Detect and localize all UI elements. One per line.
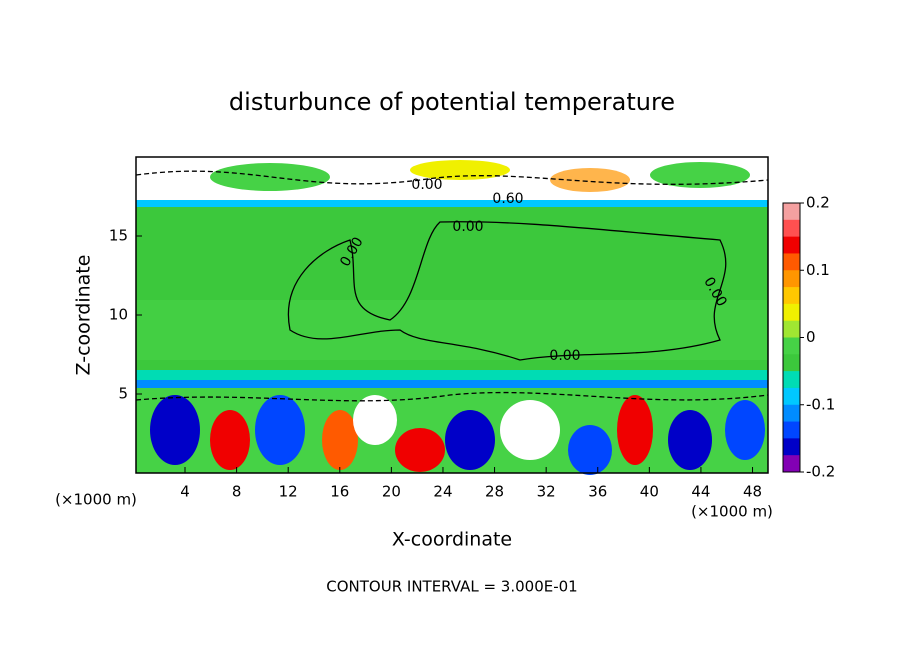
- field-band: [136, 380, 768, 388]
- x-tick-label: 44: [691, 483, 710, 501]
- contour-label: 0.00: [452, 219, 483, 235]
- colorbar-swatch: [783, 320, 800, 338]
- contour-line: [135, 391, 769, 402]
- contour-line: [287, 221, 727, 361]
- contour-label: 0.60: [492, 191, 523, 207]
- colorbar-swatch: [783, 455, 800, 473]
- field-blob: [150, 395, 200, 465]
- field-blob: [210, 163, 330, 191]
- field-blob: [550, 168, 630, 192]
- colorbar-tick-label: 0: [806, 328, 816, 346]
- colorbar-tick-label: 0.1: [806, 261, 830, 279]
- colorbar-swatch: [783, 219, 800, 238]
- contour-label: 0.00: [549, 348, 580, 364]
- colorbar-swatch: [783, 270, 800, 288]
- x-tick-label: 4: [180, 483, 190, 501]
- field-blob: [650, 162, 750, 188]
- colorbar-swatch: [783, 404, 800, 423]
- chart-title: disturbunce of potential temperature: [229, 88, 675, 116]
- field-blob: [725, 400, 765, 460]
- x-tick-label: 28: [485, 483, 504, 501]
- x-tick-label: 16: [330, 483, 349, 501]
- field-blob: [500, 400, 560, 460]
- x-tick-label: 40: [640, 483, 659, 501]
- footer: CONTOUR INTERVAL = 3.000E-01: [326, 578, 577, 596]
- field-blob: [617, 395, 653, 465]
- y-unit: (×1000 m): [691, 503, 773, 521]
- colorbar-swatch: [783, 421, 800, 439]
- y-axis-label: Z-coordinate: [73, 255, 95, 376]
- field-blob: [353, 395, 397, 445]
- colorbar-tick-label: -0.2: [806, 463, 835, 481]
- colorbar-swatch: [783, 387, 800, 406]
- field-blob: [210, 410, 250, 470]
- colorbar-swatch: [783, 203, 800, 221]
- x-tick-label: 8: [232, 483, 242, 501]
- colorbar-swatch: [783, 236, 800, 254]
- y-tick-label: 15: [109, 227, 128, 245]
- colorbar-swatch: [783, 371, 800, 389]
- x-tick-label: 24: [433, 483, 452, 501]
- x-tick-label: 32: [537, 483, 556, 501]
- colorbar-swatch: [783, 438, 800, 456]
- field-blob: [395, 428, 445, 472]
- field-blob: [410, 160, 510, 180]
- field: [135, 156, 769, 475]
- colorbar-swatch: [783, 253, 800, 271]
- y-tick-label: 5: [118, 385, 128, 403]
- x-tick-label: 20: [382, 483, 401, 501]
- field-blob: [255, 395, 305, 465]
- colorbar-tick-label: -0.1: [806, 395, 835, 413]
- field-blob: [668, 410, 712, 470]
- colorbar-swatch: [783, 354, 800, 372]
- x-tick-label: 36: [588, 483, 607, 501]
- colorbar-swatch: [783, 303, 800, 322]
- field-blob: [322, 410, 358, 470]
- x-tick-label: 48: [743, 483, 762, 501]
- field-band: [136, 200, 768, 207]
- x-unit: (×1000 m): [55, 491, 137, 509]
- x-tick-label: 12: [279, 483, 298, 501]
- colorbar-swatch: [783, 287, 800, 305]
- field-blob: [445, 410, 495, 470]
- colorbar-swatch: [783, 337, 800, 355]
- field-band: [136, 300, 768, 360]
- contour-line: [135, 170, 769, 185]
- y-tick-label: 10: [109, 306, 128, 324]
- field-blob: [568, 425, 612, 475]
- colorbar-tick-label: 0.2: [806, 194, 830, 212]
- contour-label: 0.00: [411, 177, 442, 193]
- x-axis-label: X-coordinate: [392, 529, 512, 551]
